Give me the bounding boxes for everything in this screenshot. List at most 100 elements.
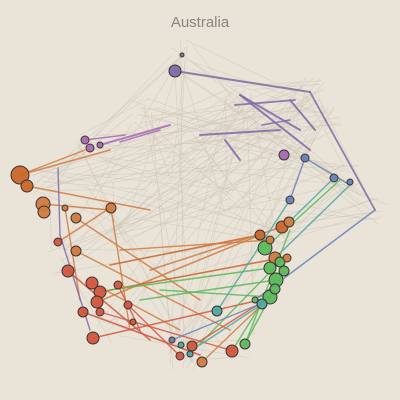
graph-node: [77, 306, 89, 318]
graph-node: [10, 165, 30, 185]
faint-edge: [97, 156, 355, 187]
graph-node: [123, 300, 133, 310]
faint-edge: [34, 89, 228, 176]
graph-node: [239, 338, 251, 350]
faint-edge: [31, 56, 181, 188]
faint-edge: [52, 216, 381, 274]
faint-edge: [262, 127, 373, 212]
faint-edge: [64, 114, 240, 250]
faint-edge: [145, 109, 237, 117]
faint-edge: [107, 82, 324, 332]
faint-edge: [56, 138, 288, 273]
graph-node: [70, 245, 82, 257]
graph-node: [175, 351, 185, 361]
edge: [244, 229, 291, 345]
graph-node: [196, 356, 208, 368]
chart-title: Australia: [170, 14, 230, 31]
faint-edge: [169, 60, 186, 366]
faint-edge: [267, 92, 306, 234]
graph-node: [257, 240, 273, 256]
edge: [19, 149, 86, 176]
edge: [199, 129, 281, 136]
graph-node: [300, 153, 310, 163]
faint-edge: [154, 107, 314, 153]
graph-node: [105, 202, 117, 214]
faint-edge: [189, 130, 279, 243]
edge: [309, 91, 376, 211]
faint-edge: [40, 175, 270, 239]
edge: [19, 149, 111, 176]
faint-edge: [135, 98, 144, 104]
graph-node: [80, 135, 90, 145]
faint-edge: [184, 122, 316, 343]
graph-node: [283, 216, 295, 228]
faint-edge: [33, 170, 225, 190]
graph-node: [254, 229, 266, 241]
graph-node: [251, 296, 259, 304]
edge: [57, 167, 61, 236]
faint-edge: [192, 106, 325, 128]
faint-edge: [179, 180, 343, 350]
faint-edge: [252, 84, 320, 90]
graph-node: [278, 265, 290, 277]
edge: [75, 250, 231, 331]
faint-edge: [220, 161, 293, 215]
faint-edge: [145, 138, 316, 199]
faint-edge: [57, 139, 85, 184]
edge: [92, 299, 261, 339]
edge: [174, 70, 311, 93]
graph-node: [285, 195, 295, 205]
edge: [96, 234, 261, 303]
graph-node: [269, 283, 281, 295]
faint-edge: [186, 39, 318, 104]
faint-edge: [66, 104, 265, 267]
graph-node: [85, 143, 95, 153]
edge: [42, 203, 111, 211]
graph-node: [168, 336, 176, 344]
faint-edge: [160, 135, 213, 183]
faint-edge: [222, 165, 346, 212]
faint-edge: [296, 103, 337, 126]
edge: [109, 234, 261, 266]
graph-node: [186, 340, 198, 352]
graph-node: [86, 331, 100, 345]
graph-node: [179, 52, 185, 58]
faint-edge: [289, 210, 382, 225]
faint-edge: [74, 155, 369, 220]
faint-edge: [111, 185, 245, 231]
faint-edge: [42, 181, 147, 191]
faint-edge: [229, 99, 361, 206]
faint-edge: [170, 47, 307, 139]
graph-node: [329, 173, 339, 183]
graph-node: [129, 318, 137, 326]
faint-edge: [109, 118, 238, 234]
graph-node: [225, 344, 239, 358]
graph-node: [278, 149, 290, 161]
graph-node: [95, 307, 105, 317]
edge: [274, 184, 351, 259]
faint-edge: [225, 93, 231, 104]
faint-edge: [151, 116, 351, 174]
edge: [84, 134, 126, 141]
faint-edge: [85, 200, 193, 363]
faint-edge: [133, 217, 280, 243]
graph-node: [37, 205, 51, 219]
edge: [99, 259, 271, 293]
edge: [239, 94, 301, 131]
faint-edge: [225, 205, 378, 220]
faint-edge: [79, 98, 150, 136]
graph-node: [90, 295, 104, 309]
edge: [224, 139, 241, 161]
edge: [189, 261, 281, 355]
faint-edge: [52, 126, 260, 174]
faint-edge: [228, 106, 378, 225]
faint-edge: [48, 154, 309, 253]
graph-node: [346, 178, 354, 186]
edge: [289, 157, 306, 201]
faint-edge: [77, 141, 126, 243]
faint-edge: [182, 128, 240, 355]
graph-node: [177, 341, 185, 349]
graph-node: [61, 264, 75, 278]
faint-edge: [58, 55, 172, 174]
